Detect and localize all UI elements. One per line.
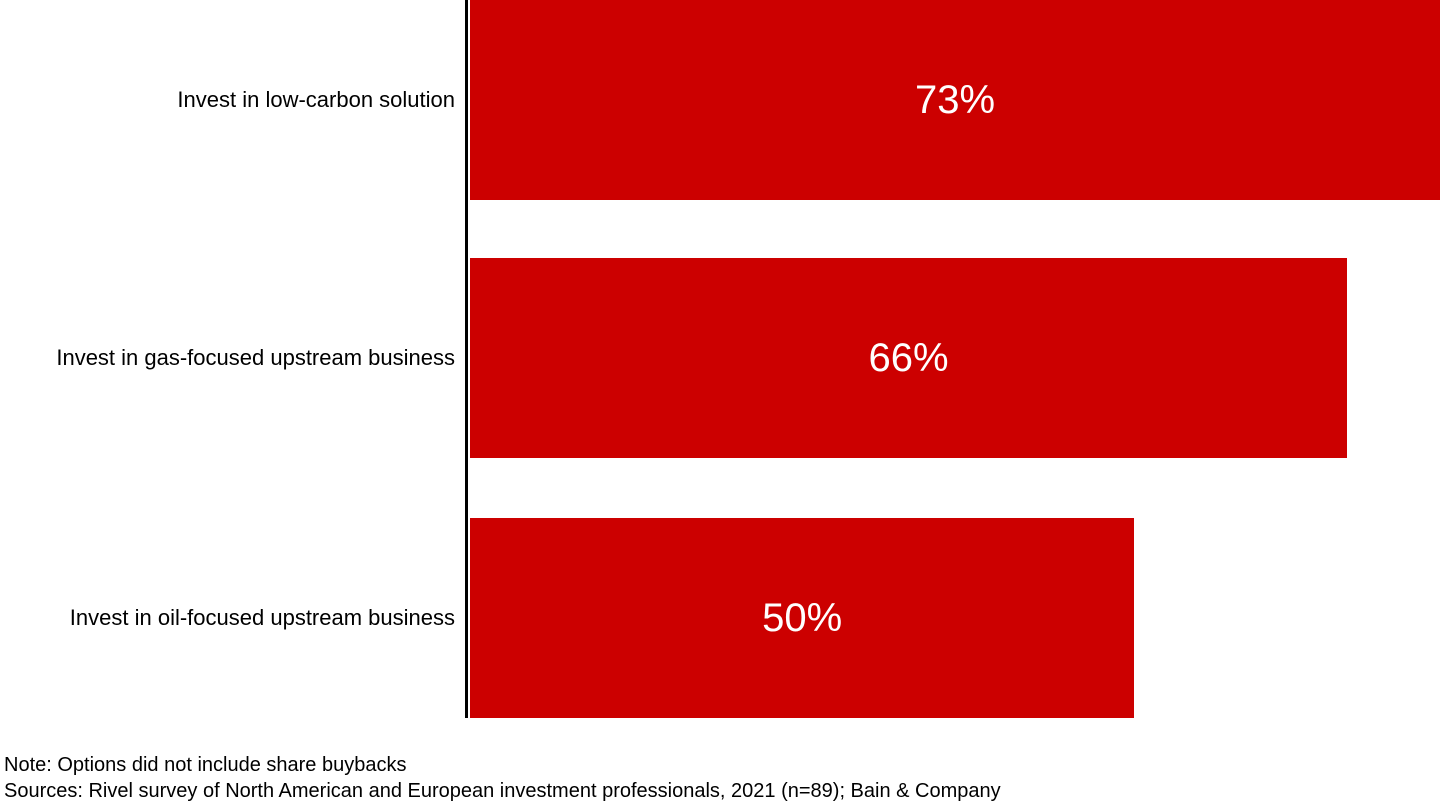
- bar-value-label: 66%: [868, 336, 949, 380]
- bar-row: Invest in low-carbon solution 73%: [0, 0, 1440, 200]
- plot-area: 73%: [470, 0, 1440, 200]
- chart-sources: Sources: Rivel survey of North American …: [4, 780, 1001, 802]
- bar: 73%: [470, 0, 1440, 200]
- category-label: Invest in gas-focused upstream business: [56, 345, 455, 370]
- chart-footer: Note: Options did not include share buyb…: [4, 752, 1001, 804]
- bar: 66%: [470, 258, 1347, 458]
- category-label: Invest in oil-focused upstream business: [69, 605, 455, 630]
- chart-note: Note: Options did not include share buyb…: [4, 754, 407, 776]
- bar-row: Invest in oil-focused upstream business …: [0, 518, 1440, 718]
- bar-row: Invest in gas-focused upstream business …: [0, 258, 1440, 458]
- plot-area: 50%: [470, 518, 1440, 718]
- bar-value-label: 50%: [762, 596, 843, 640]
- bar: 50%: [470, 518, 1135, 718]
- category-label: Invest in low-carbon solution: [177, 87, 455, 112]
- bar-chart: Invest in low-carbon solution 73% Invest…: [0, 0, 1440, 718]
- y-axis-line: [465, 0, 468, 718]
- plot-area: 66%: [470, 258, 1440, 458]
- bar-value-label: 73%: [914, 78, 996, 122]
